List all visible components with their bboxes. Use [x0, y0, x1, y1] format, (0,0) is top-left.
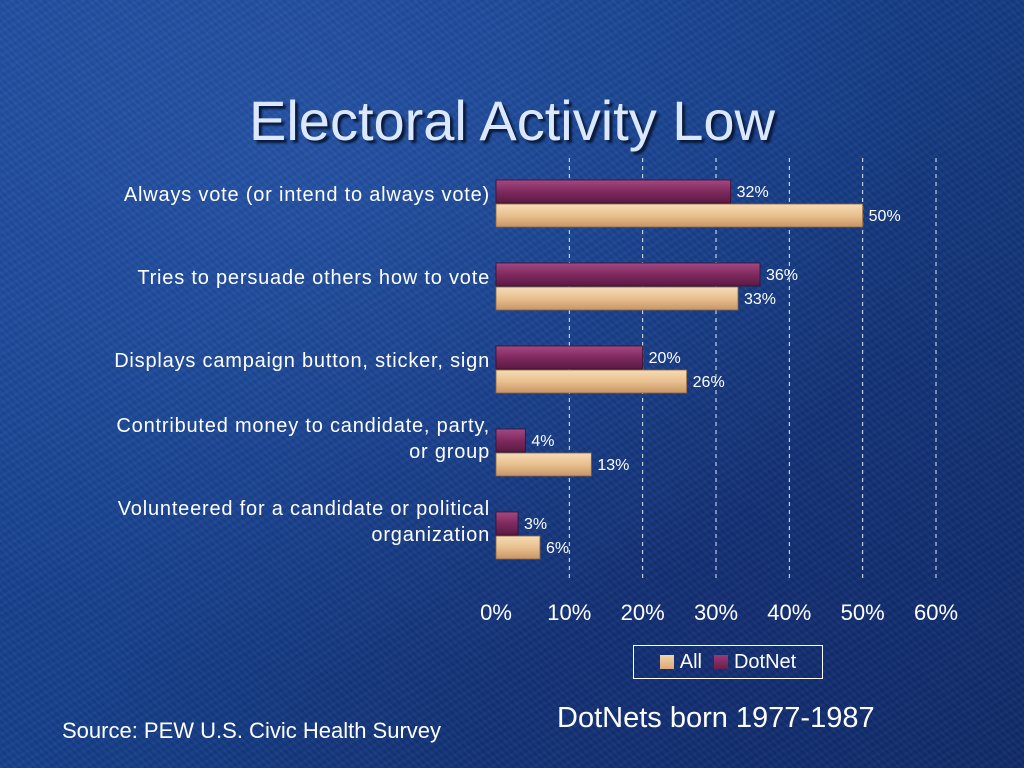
x-tick-label: 0%	[480, 600, 512, 625]
legend-label-dotnet: DotNet	[733, 650, 797, 673]
x-tick-label: 20%	[621, 600, 665, 625]
data-label-all: 50%	[869, 208, 901, 225]
bar-all	[495, 535, 541, 560]
category-label: Volunteered for a candidate or political	[118, 498, 490, 520]
data-label-dotnet: 36%	[766, 267, 798, 284]
category-label: or group	[409, 441, 490, 463]
category-label: Always vote (or intend to always vote)	[124, 184, 490, 206]
slide-title: Electoral Activity Low	[249, 89, 775, 152]
data-label-dotnet: 32%	[737, 184, 769, 201]
legend-item-all: All	[659, 650, 702, 674]
x-tick-label: 50%	[841, 600, 885, 625]
data-label-dotnet: 20%	[649, 350, 681, 367]
category-labels: Always vote (or intend to always vote) Tr…	[114, 184, 490, 546]
data-label-all: 6%	[546, 540, 569, 557]
bar-all	[495, 286, 739, 311]
cohort-note: DotNets born 1977-1987	[557, 702, 875, 734]
legend: All DotNet	[633, 645, 823, 679]
data-label-dotnet: 3%	[524, 516, 547, 533]
x-tick-label: 10%	[547, 600, 591, 625]
category-label: Displays campaign button, sticker, sign	[114, 350, 490, 372]
bar-all	[495, 452, 592, 477]
bar-dotnet	[495, 511, 519, 536]
x-tick-label: 60%	[914, 600, 958, 625]
data-label-all: 33%	[744, 291, 776, 308]
category-label: Contributed money to candidate, party,	[116, 415, 490, 437]
source-note: Source: PEW U.S. Civic Health Survey	[62, 718, 442, 743]
x-tick-label: 40%	[767, 600, 811, 625]
bar-all	[495, 203, 864, 228]
bar-dotnet	[495, 179, 732, 204]
bars: 32% 50% 36% 33% 20% 26% 4% 13% 3% 6%	[495, 179, 901, 560]
data-label-all: 26%	[693, 374, 725, 391]
category-label: Tries to persuade others how to vote	[137, 267, 490, 289]
bar-all	[495, 369, 688, 394]
bar-dotnet	[495, 345, 644, 370]
bar-chart: 32% 50% 36% 33% 20% 26% 4% 13% 3% 6% Always vote …	[114, 179, 958, 625]
legend-swatch-all	[659, 655, 674, 669]
legend-item-dotnet: DotNet	[713, 650, 797, 674]
legend-label-all: All	[679, 650, 702, 673]
x-axis-ticks: 0% 10% 20% 30% 40% 50% 60%	[480, 600, 958, 625]
data-label-dotnet: 4%	[531, 433, 554, 450]
category-label: organization	[371, 524, 490, 546]
bar-dotnet	[495, 262, 761, 287]
x-tick-label: 30%	[694, 600, 738, 625]
data-label-all: 13%	[597, 457, 629, 474]
legend-swatch-dotnet	[713, 655, 728, 669]
bar-dotnet	[495, 428, 526, 453]
